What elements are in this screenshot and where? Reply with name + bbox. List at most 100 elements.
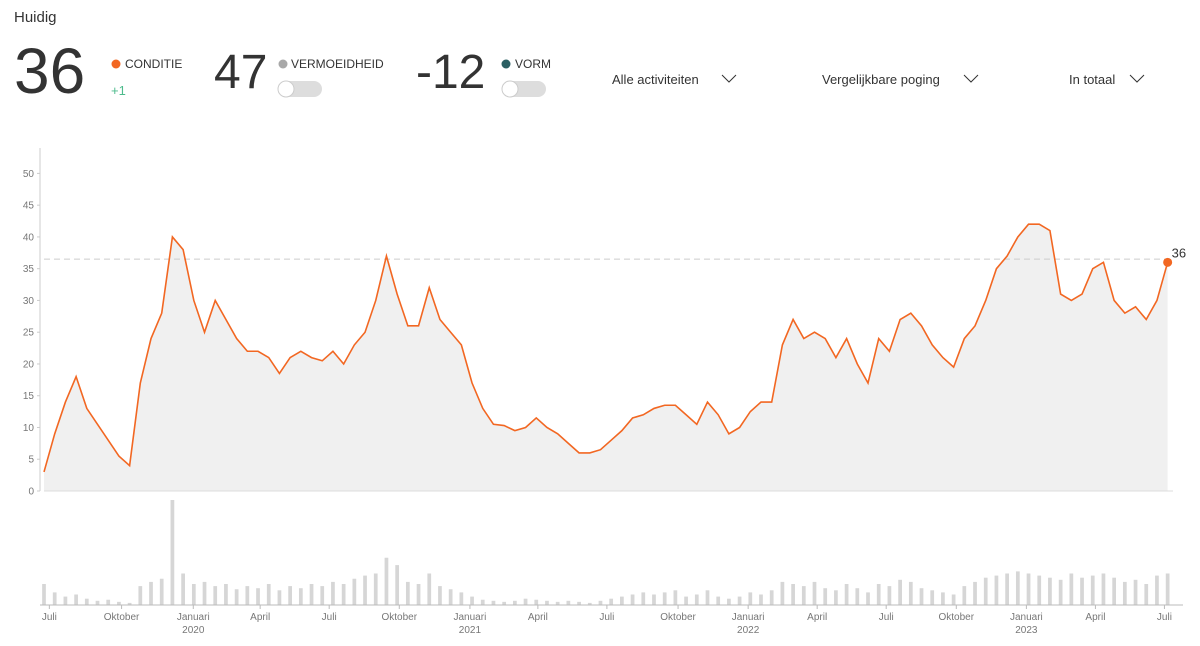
activity-bar (620, 596, 624, 605)
activity-bar (352, 578, 357, 605)
activity-bar (716, 596, 721, 605)
x-tick-label: Juli (42, 612, 57, 623)
activity-bar (1133, 579, 1138, 605)
activity-bar (727, 598, 731, 605)
activity-bar (1155, 575, 1159, 605)
activity-bar (737, 596, 742, 605)
y-tick-label: 30 (23, 296, 35, 307)
x-tick-label: Januari (1010, 612, 1043, 623)
activity-bar (587, 602, 592, 605)
activity-bar (309, 584, 314, 605)
activity-bar (566, 600, 571, 605)
x-tick-year: 2023 (1015, 625, 1038, 636)
x-tick-label: April (528, 612, 548, 623)
activity-bar (705, 590, 710, 605)
activity-bar (941, 592, 945, 605)
activity-bar (181, 573, 185, 605)
activity-bar (908, 581, 913, 605)
metric-label: VERMOEIDHEID (291, 57, 384, 71)
activity-bar (823, 588, 828, 605)
activity-bar (470, 596, 474, 605)
y-tick-label: 0 (28, 487, 34, 498)
activity-bar (106, 599, 111, 605)
x-tick-label: Oktober (660, 612, 696, 623)
activity-bar (866, 592, 870, 605)
activity-bar (491, 600, 496, 605)
activity-bar (266, 584, 271, 605)
activity-bar (1122, 581, 1127, 605)
activity-bar (170, 500, 175, 605)
metric-dot (111, 59, 121, 69)
x-tick-label: April (250, 612, 270, 623)
activity-bar (234, 589, 239, 605)
activity-bar (384, 557, 389, 605)
y-tick-label: 45 (23, 201, 35, 212)
activity-bar (898, 579, 902, 605)
dropdown-label: In totaal (1069, 72, 1115, 87)
activity-bar (256, 588, 260, 605)
current-label: 36 (1172, 245, 1186, 260)
y-tick-label: 15 (23, 391, 35, 402)
activity-bar (1144, 584, 1149, 605)
activity-bar (395, 565, 400, 605)
x-tick-label: Juli (879, 612, 894, 623)
dropdown-label: Alle activiteiten (612, 72, 699, 87)
activity-bar (42, 584, 46, 605)
activity-bar (502, 601, 507, 605)
dropdown[interactable]: Alle activiteiten (612, 72, 737, 87)
dropdown[interactable]: In totaal (1069, 72, 1145, 87)
activity-bar (1165, 573, 1170, 605)
activity-bar (555, 601, 560, 605)
x-tick-label: Juli (599, 612, 614, 623)
x-tick-year: 2021 (459, 625, 482, 636)
dropdown[interactable]: Vergelijkbare poging (822, 72, 979, 87)
activity-bar (855, 588, 860, 605)
activity-bar (459, 592, 464, 605)
activity-bar (438, 586, 442, 605)
x-tick-label: April (1085, 612, 1105, 623)
activity-bar (1048, 577, 1052, 605)
y-tick-label: 25 (23, 328, 35, 339)
activity-bar (191, 584, 196, 605)
activity-bar (598, 600, 603, 605)
activity-bar (780, 581, 785, 605)
activity-bar (684, 596, 688, 605)
activity-bar (523, 598, 528, 605)
activity-bar (159, 578, 164, 605)
metric-label: VORM (515, 57, 551, 71)
x-tick-label: Januari (454, 612, 487, 623)
activity-bar (63, 596, 68, 605)
activity-bar (52, 592, 57, 605)
activity-bar (245, 586, 250, 605)
activity-bar (427, 573, 432, 605)
activity-bar (748, 592, 753, 605)
activity-bar (759, 594, 763, 605)
metric-dot (278, 59, 288, 69)
activity-bar (74, 594, 78, 605)
activity-bar (405, 581, 410, 605)
activity-bar (801, 586, 806, 605)
y-tick-label: 5 (28, 455, 34, 466)
activity-bar (812, 581, 817, 605)
toggle[interactable] (501, 80, 546, 98)
y-tick-label: 40 (23, 232, 35, 243)
dropdown-label: Vergelijkbare poging (822, 72, 940, 87)
activity-bar (962, 586, 967, 605)
toggle[interactable] (277, 80, 322, 98)
activity-bar (224, 584, 228, 605)
x-tick-label: Januari (732, 612, 765, 623)
metric-value: 36 (14, 35, 85, 107)
activity-bar (662, 592, 667, 605)
area (44, 224, 1168, 491)
activity-bar (694, 594, 699, 605)
activity-bar (1069, 573, 1074, 605)
activity-bar (1005, 573, 1009, 605)
activity-bar (202, 581, 207, 605)
activity-bar (277, 590, 282, 605)
activity-bar (298, 588, 303, 605)
x-tick-year: 2022 (737, 625, 760, 636)
activity-bar (834, 590, 838, 605)
metric-dot (501, 59, 511, 69)
activity-bar (983, 577, 988, 605)
